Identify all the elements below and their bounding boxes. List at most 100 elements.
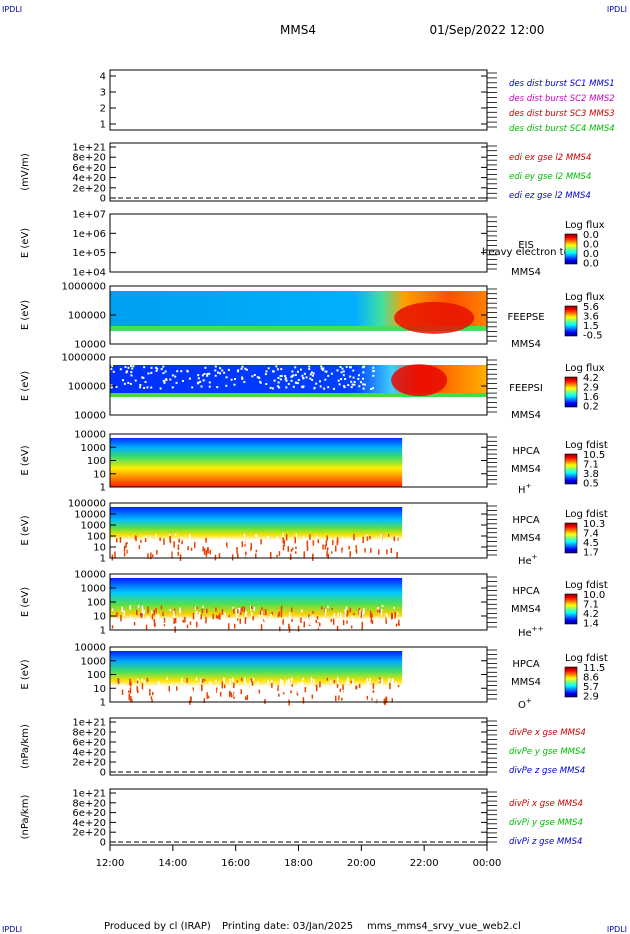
hpca_he-speckle	[290, 549, 293, 552]
hpca_o-speckle	[196, 693, 198, 699]
footer-file: mms_mms4_srvy_vue_web2.cl	[367, 921, 521, 932]
hpca_he-speckle	[152, 554, 154, 557]
hpca_o-speckle	[244, 696, 247, 700]
hpca_o-speckle	[282, 692, 285, 695]
hpca_he-speckle	[213, 541, 216, 548]
hpca_hepp-speckle	[251, 605, 253, 609]
hpca_hepp-speckle	[143, 610, 145, 614]
hpca_hepp-speckle	[319, 622, 321, 627]
feepsi-gap	[230, 378, 233, 381]
feepsi-gap	[265, 383, 268, 385]
hpca_hepp-speckle	[398, 619, 400, 625]
feepsi-gap	[141, 376, 144, 379]
hpca_o-speckle	[316, 684, 318, 692]
hpca_o-speckle	[380, 680, 383, 687]
hpca_he-speckle	[395, 542, 397, 547]
hpca_o-speckle	[333, 683, 335, 690]
hpca_he-speckle	[328, 549, 330, 552]
hpca_he-speckle	[124, 550, 127, 554]
hpca_he-speckle	[156, 550, 158, 555]
hpca_he-speckle	[228, 547, 230, 550]
y-tick-label: 100	[87, 670, 106, 681]
feepsi-gap	[219, 372, 222, 375]
feepsi-gap	[344, 378, 347, 380]
hpca_o-speckle	[257, 681, 259, 685]
hpca_hepp-speckle	[381, 604, 384, 608]
hpca_o-speckle	[302, 682, 304, 685]
y-tick-label: 1000	[81, 584, 106, 595]
feepsi-gap	[372, 366, 375, 369]
feepsi-gap	[336, 369, 339, 372]
hpca_o-speckle	[343, 692, 346, 699]
hpca_hepp-speckle	[346, 614, 348, 617]
panel-hpca_o: 10000 1000 100 10 1 E (eV) HPCA MMS4 O+ Log fdist…	[20, 643, 608, 712]
feepsi-gap	[321, 369, 324, 371]
y-tick-label: 10	[93, 612, 106, 623]
hpca_he-speckle	[366, 534, 368, 538]
hpca_hepp-speckle	[371, 620, 374, 624]
legend-entry-dist: des dist burst SC4 MMS4	[509, 124, 615, 134]
hpca_o-speckle	[249, 694, 251, 698]
hpca_hepp-speckle	[385, 616, 387, 624]
hpca_hepp-speckle	[124, 624, 126, 630]
instrument-spacecraft: MMS4	[511, 339, 541, 350]
hpca_he-speckle	[211, 540, 214, 543]
hpca_o-speckle	[372, 690, 375, 693]
feepsi-gap	[134, 379, 137, 382]
feepsi-gap	[162, 365, 165, 368]
hpca_he-speckle	[159, 537, 161, 541]
hpca_hepp-speckle	[244, 619, 247, 624]
feepsi-gap	[241, 377, 244, 380]
hpca_o-speckle	[199, 678, 202, 685]
hpca_o-speckle	[171, 682, 173, 689]
hpca_he-speckle	[378, 549, 380, 555]
hpca_hepp-speckle	[345, 606, 348, 610]
hpca_o-speckle	[271, 682, 273, 688]
hpca_o-speckle	[385, 696, 388, 703]
y-axis-label: (mV/m)	[20, 153, 31, 191]
feepsi-gap	[340, 378, 343, 381]
instrument-name: HPCA	[512, 659, 540, 670]
hpca_o-speckle	[244, 677, 246, 685]
hpca_o-speckle	[339, 688, 342, 692]
feepsi-gap	[174, 375, 177, 378]
hpca_hepp-speckle	[361, 621, 364, 626]
spectrogram-hpca_o	[110, 651, 403, 706]
hpca_o-speckle	[261, 692, 263, 697]
hpca_hepp-speckle	[363, 608, 365, 614]
hpca_he-speckle	[271, 552, 273, 559]
feepsi-gap	[176, 370, 179, 373]
hpca_o-speckle	[280, 681, 282, 688]
hpca_o-speckle	[307, 695, 309, 702]
hpca_hepp-speckle	[150, 610, 153, 616]
hpca_o-speckle	[215, 679, 217, 683]
hpca_o-speckle	[297, 689, 299, 693]
hpca_o-speckle	[264, 699, 266, 704]
feepsi-gap	[143, 387, 146, 389]
hpca_o-speckle	[328, 685, 331, 689]
hpca_hepp-speckle	[182, 619, 184, 623]
hpca_he-speckle	[289, 545, 291, 553]
feepsi-gap	[362, 366, 364, 369]
hpca_o-speckle	[121, 689, 124, 695]
hpca_hepp-speckle	[111, 625, 114, 629]
hpca_o-speckle	[113, 692, 115, 695]
hpca_o-speckle	[391, 698, 393, 702]
hpca_o-speckle	[275, 695, 278, 699]
hpca_o-speckle	[241, 677, 243, 682]
hpca_o-speckle	[355, 685, 357, 690]
hpca_hepp-speckle	[394, 615, 396, 619]
hpca_he-speckle	[335, 545, 337, 552]
hpca_he-speckle	[112, 538, 115, 541]
hpca_he-speckle	[164, 544, 166, 548]
hpca_he-speckle	[206, 547, 209, 553]
hpca_hepp-speckle	[141, 608, 144, 612]
y-tick-label: 4e+20	[72, 748, 106, 759]
feepsi-hot-region	[391, 364, 448, 397]
hpca_o-speckle	[291, 677, 293, 685]
hpca_o-speckle	[219, 692, 222, 697]
hpca_he-speckle	[136, 542, 138, 545]
feepsi-gap	[143, 366, 146, 369]
